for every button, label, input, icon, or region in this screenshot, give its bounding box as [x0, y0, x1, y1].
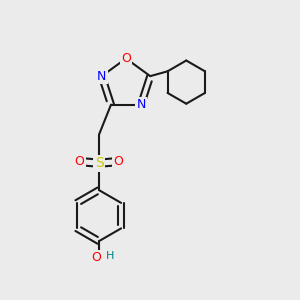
Text: O: O — [121, 52, 131, 65]
Text: O: O — [91, 251, 101, 264]
Text: O: O — [114, 155, 123, 168]
Text: H: H — [106, 251, 114, 261]
Text: O: O — [75, 155, 84, 168]
Text: N: N — [136, 98, 146, 111]
Text: N: N — [97, 70, 106, 83]
Text: S: S — [94, 156, 103, 170]
